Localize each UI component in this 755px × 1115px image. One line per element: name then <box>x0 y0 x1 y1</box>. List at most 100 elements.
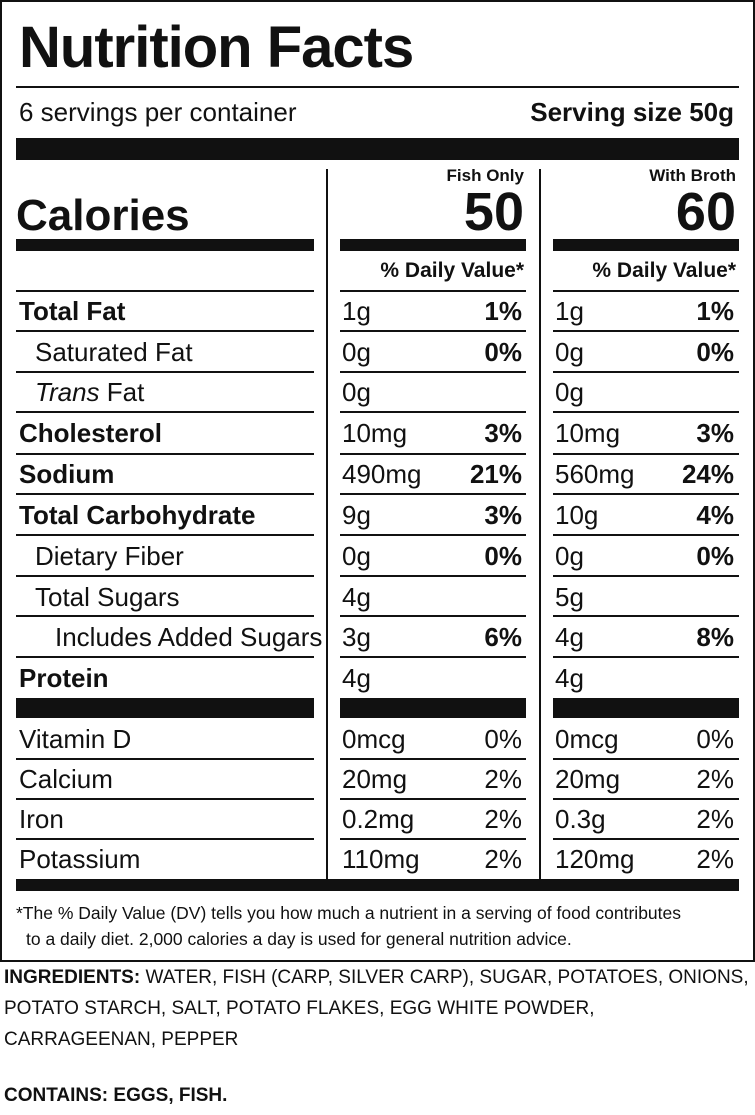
vitamins-bar-col2 <box>553 698 739 718</box>
trans-label-prefix: Trans <box>35 377 100 407</box>
row-divider <box>16 453 314 455</box>
nutrient-dv-col2: 24% <box>681 459 734 489</box>
row-divider <box>340 411 526 413</box>
footnote-line-2: to a daily diet. 2,000 calories a day is… <box>26 929 572 949</box>
column-divider-left <box>326 169 328 880</box>
row-divider <box>553 290 739 292</box>
row-divider <box>16 838 314 840</box>
vitamin-amount-col1: 0.2mg <box>342 804 415 834</box>
vitamin-dv-col2: 2% <box>696 844 734 874</box>
calories-fish-only: 50 <box>463 182 524 242</box>
nutrient-amount-col2: 10g <box>555 500 599 530</box>
nutrient-amount-col2: 0g <box>555 377 584 407</box>
row-divider <box>16 534 314 536</box>
nutrient-label: Dietary Fiber <box>35 541 184 571</box>
nutrient-amount-col1: 4g <box>342 663 371 693</box>
vitamin-dv-col1: 2% <box>484 764 522 794</box>
row-divider <box>553 534 739 536</box>
nutrient-label: Sodium <box>19 459 115 489</box>
vitamins-bar-col1 <box>340 698 526 718</box>
footnote-line-1: *The % Daily Value (DV) tells you how mu… <box>16 903 681 923</box>
nutrient-dv-col1: 1% <box>484 296 522 326</box>
thick-divider-bottom <box>16 879 739 891</box>
row-divider <box>340 290 526 292</box>
row-divider <box>16 493 314 495</box>
serving-size: Serving size 50g <box>530 97 734 127</box>
nutrient-amount-col2: 560mg <box>555 459 635 489</box>
row-divider <box>553 838 739 840</box>
title-divider <box>16 86 739 88</box>
row-divider <box>340 493 526 495</box>
vitamin-dv-col1: 2% <box>484 844 522 874</box>
nutrient-label: Saturated Fat <box>35 337 193 367</box>
vitamin-dv-col2: 0% <box>696 724 734 754</box>
nutrient-dv-col1: 6% <box>484 622 522 652</box>
calories-bar-label <box>16 239 314 251</box>
row-divider <box>553 758 739 760</box>
thick-divider-top <box>16 138 739 160</box>
column-heading-fish-only: Fish Only <box>446 166 524 185</box>
row-divider <box>553 371 739 373</box>
vitamin-dv-col2: 2% <box>696 804 734 834</box>
nutrient-label: Protein <box>19 663 109 693</box>
nutrient-dv-col1: 0% <box>484 337 522 367</box>
nutrient-amount-col2: 4g <box>555 663 584 693</box>
nutrient-amount-col1: 9g <box>342 500 371 530</box>
nutrient-dv-col2: 3% <box>696 418 734 448</box>
nutrient-amount-col1: 10mg <box>342 418 408 448</box>
vitamin-amount-col1: 110mg <box>342 844 420 874</box>
nutrient-label: Total Sugars <box>35 582 180 612</box>
vitamin-label: Calcium <box>19 764 113 794</box>
row-divider <box>340 798 526 800</box>
daily-value-footnote: *The % Daily Value (DV) tells you how mu… <box>16 900 746 952</box>
vitamins-bar-label <box>16 698 314 718</box>
nutrient-label: Total Fat <box>19 296 126 326</box>
row-divider <box>553 411 739 413</box>
daily-value-heading-col1: % Daily Value* <box>380 259 524 282</box>
row-divider <box>340 534 526 536</box>
nutrient-amount-col1: 1g <box>342 296 371 326</box>
row-divider <box>553 453 739 455</box>
row-divider <box>16 290 314 292</box>
nutrient-dv-col1: 21% <box>469 459 522 489</box>
row-divider <box>340 575 526 577</box>
row-divider <box>16 575 314 577</box>
nutrient-dv-col1: 3% <box>484 500 522 530</box>
row-divider <box>340 371 526 373</box>
nutrient-amount-col2: 4g <box>555 622 584 652</box>
nutrient-amount-col2: 10mg <box>555 418 621 448</box>
daily-value-heading-col2: % Daily Value* <box>592 259 736 282</box>
row-divider <box>16 411 314 413</box>
nutrient-dv-col2: 8% <box>696 622 734 652</box>
row-divider <box>340 656 526 658</box>
vitamin-amount-col1: 0mcg <box>342 724 406 754</box>
row-divider <box>553 575 739 577</box>
ingredients-statement: INGREDIENTS: WATER, FISH (CARP, SILVER C… <box>4 962 749 1055</box>
nutrient-dv-col2: 0% <box>696 337 734 367</box>
servings-per-container: 6 servings per container <box>19 97 297 127</box>
column-heading-with-broth: With Broth <box>649 166 736 185</box>
nutrient-amount-col1: 0g <box>342 541 371 571</box>
vitamin-amount-col2: 20mg <box>555 764 621 794</box>
nutrient-amount-col2: 0g <box>555 337 584 367</box>
nutrient-label: Trans Fat <box>35 373 144 411</box>
nutrient-amount-col1: 4g <box>342 582 371 612</box>
vitamin-amount-col2: 0mcg <box>555 724 619 754</box>
row-divider <box>16 615 314 617</box>
row-divider <box>553 656 739 658</box>
nutrient-amount-col1: 0g <box>342 377 371 407</box>
trans-label-suffix: Fat <box>99 377 145 407</box>
row-divider <box>340 615 526 617</box>
nutrient-amount-col1: 3g <box>342 622 371 652</box>
vitamin-label: Potassium <box>19 844 141 874</box>
nutrient-label: Cholesterol <box>19 418 163 448</box>
row-divider <box>340 453 526 455</box>
row-divider <box>340 758 526 760</box>
nutrient-amount-col2: 5g <box>555 582 584 612</box>
nutrient-amount-col1: 490mg <box>342 459 422 489</box>
vitamin-amount-col2: 120mg <box>555 844 635 874</box>
nutrient-dv-col2: 1% <box>696 296 734 326</box>
nutrient-label: Includes Added Sugars <box>55 622 323 652</box>
row-divider <box>553 615 739 617</box>
vitamin-amount-col2: 0.3g <box>555 804 606 834</box>
